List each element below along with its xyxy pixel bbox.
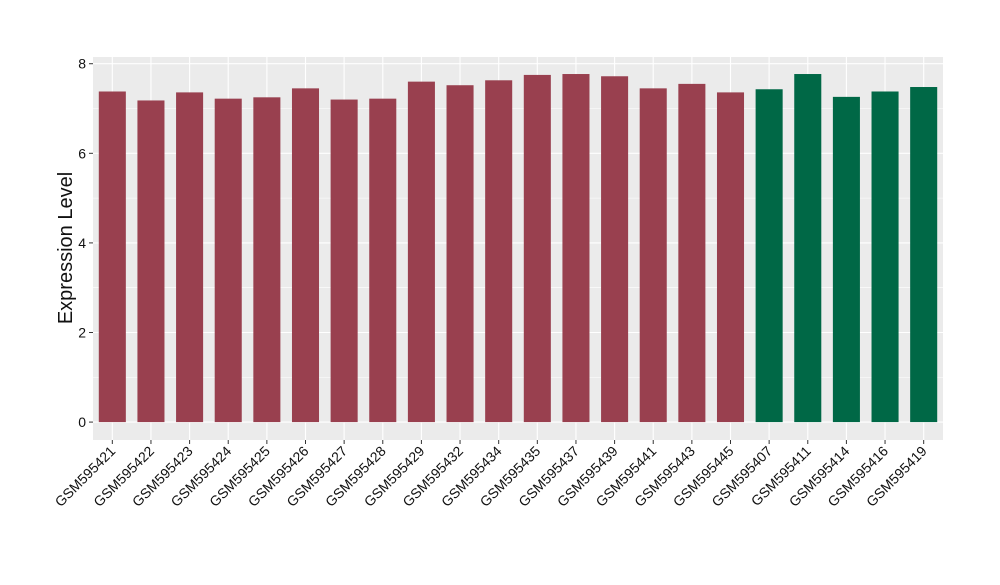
bar-GSM595434 [485,80,513,423]
bar-GSM595419 [910,87,938,423]
bar-GSM595439 [601,76,629,423]
bar-GSM595425 [253,97,281,423]
y-tick-label: 8 [78,56,86,72]
bar-GSM595426 [291,88,320,423]
bar-GSM595421 [98,91,126,423]
y-axis-title: Expression Level [55,172,77,324]
bar-GSM595416 [871,91,899,423]
bar-GSM595435 [523,74,551,423]
bar-GSM595445 [716,92,745,423]
y-tick-label: 2 [78,324,86,340]
x-axis: GSM595421GSM595422GSM595423GSM595424GSM5… [52,440,930,510]
bar-GSM595441 [639,88,667,423]
bars [98,74,938,423]
bar-GSM595423 [176,92,204,423]
bar-GSM595422 [137,100,165,423]
bar-GSM595428 [369,98,397,423]
bar-GSM595407 [755,89,783,423]
y-axis: 0 2 4 6 8 [78,56,93,430]
bar-GSM595429 [407,81,435,423]
bar-GSM595411 [794,74,822,423]
y-tick-label: 4 [78,235,86,251]
bar-GSM595437 [562,74,590,423]
bar-GSM595414 [832,96,860,423]
bar-GSM595424 [214,98,242,423]
bar-GSM595432 [446,85,474,423]
bar-GSM595443 [678,83,706,423]
bar-GSM595427 [330,99,358,423]
y-tick-label: 0 [78,414,86,430]
y-tick-label: 6 [78,145,86,161]
